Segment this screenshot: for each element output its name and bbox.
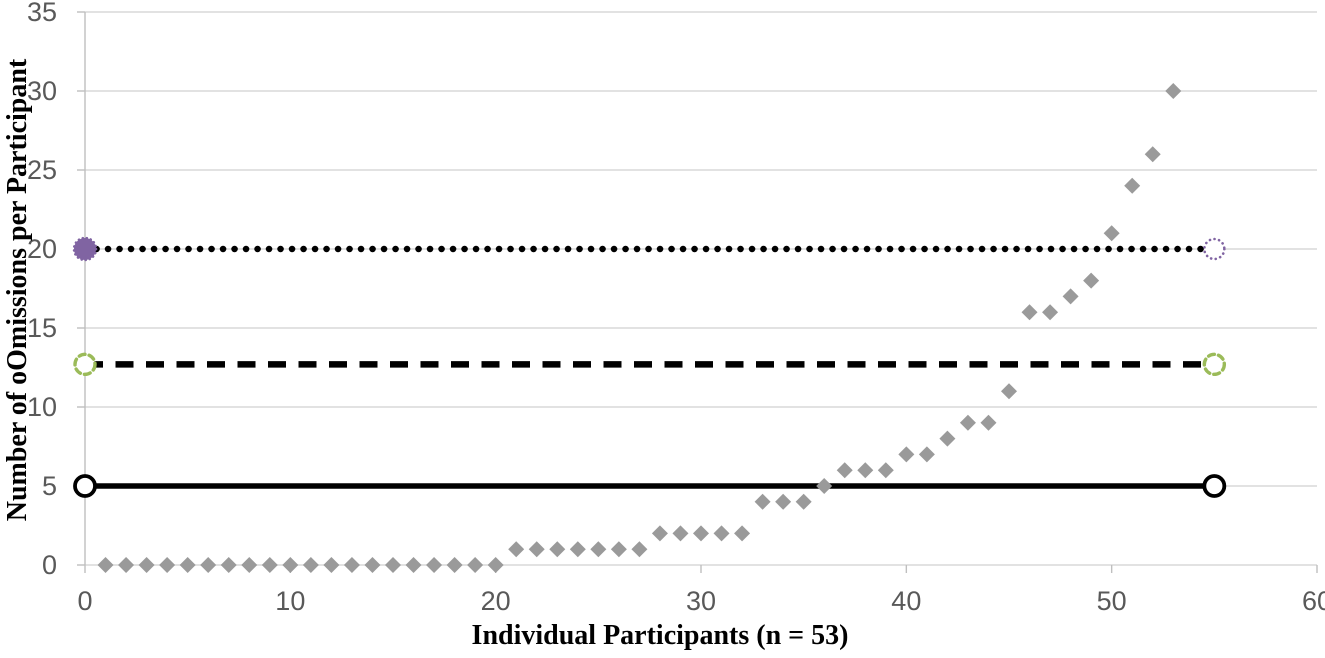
x-axis-title: Individual Participants (n = 53) xyxy=(472,620,849,651)
scatter-point xyxy=(97,557,114,573)
scatter-point xyxy=(179,557,196,573)
scatter-point xyxy=(508,541,525,558)
scatter-point xyxy=(405,557,422,573)
scatter-point xyxy=(1083,272,1100,289)
data-series-layer xyxy=(72,83,1227,573)
scatter-point xyxy=(385,557,401,573)
scatter-point xyxy=(569,541,586,558)
scatter-point xyxy=(939,430,956,447)
scatter-point xyxy=(1144,146,1161,163)
scatter-point xyxy=(693,525,709,542)
scatter-point xyxy=(959,414,976,431)
solid-reference-line-marker-left xyxy=(73,474,97,498)
scatter-point xyxy=(816,478,833,494)
x-tick-label-20: 20 xyxy=(481,586,511,616)
scatter-point xyxy=(282,557,299,573)
x-tick-label-30: 30 xyxy=(686,586,716,616)
scatter-point xyxy=(323,557,340,573)
axes-layer xyxy=(77,11,1318,573)
scatter-point xyxy=(1001,383,1017,400)
scatter-point xyxy=(1165,83,1182,99)
scatter-point xyxy=(734,525,751,542)
x-tick-label-50: 50 xyxy=(1097,586,1127,616)
scatter-point xyxy=(795,493,812,510)
scatter-point xyxy=(426,557,443,573)
scatter-point xyxy=(467,557,484,573)
gridlines-layer xyxy=(85,11,1317,566)
scatter-point xyxy=(261,557,278,573)
y-tick-label-20: 20 xyxy=(27,234,57,264)
scatter-point xyxy=(898,446,915,463)
scatter-point xyxy=(302,557,319,573)
scatter-point xyxy=(549,541,566,558)
x-tick-label-40: 40 xyxy=(891,586,921,616)
solid-reference-line-marker-right xyxy=(1202,474,1227,498)
scatter-point xyxy=(1021,304,1038,321)
scatter-point xyxy=(220,557,237,573)
scatter-point xyxy=(159,557,176,573)
y-tick-label-25: 25 xyxy=(27,155,57,185)
scatter-point xyxy=(754,493,771,510)
y-tick-label-35: 35 xyxy=(27,0,57,27)
scatter-point xyxy=(836,462,853,479)
tick-labels-layer: 0 5 10 15 20 25 30 35 0 10 20 30 40 50 60 xyxy=(27,0,1325,616)
scatter-point xyxy=(857,462,874,479)
scatter-point xyxy=(138,557,155,573)
scatter-point xyxy=(631,541,648,558)
scatter-point xyxy=(528,541,545,558)
scatter-point xyxy=(980,414,997,431)
scatter-point xyxy=(1124,177,1141,194)
scatter-point xyxy=(487,557,504,573)
dashed-reference-line-marker-right xyxy=(1202,352,1227,377)
y-axis-title: Number of oOmissions per Participant xyxy=(2,58,33,521)
scatter-point xyxy=(446,557,463,573)
x-tick-label-60: 60 xyxy=(1302,586,1325,616)
y-tick-label-0: 0 xyxy=(42,550,57,580)
dotted-reference-line-marker-right xyxy=(1203,237,1226,261)
scatter-point xyxy=(200,557,217,573)
scatter-point xyxy=(1103,225,1120,242)
scatter-point xyxy=(118,557,135,573)
scatter-point xyxy=(590,541,607,558)
y-tick-label-10: 10 xyxy=(27,392,57,422)
scatter-point xyxy=(343,557,360,573)
dashed-reference-line-marker-left xyxy=(73,352,97,377)
scatter-point xyxy=(877,462,894,479)
y-tick-label-30: 30 xyxy=(27,76,57,106)
scatter-point xyxy=(775,493,792,510)
scatter-point xyxy=(241,557,258,573)
scatter-point xyxy=(610,541,627,558)
scatter-point xyxy=(672,525,689,542)
dotted-reference-line-marker-left xyxy=(72,236,98,262)
scatter-point xyxy=(713,525,730,542)
y-tick-label-5: 5 xyxy=(42,471,57,501)
scatter-point xyxy=(1062,288,1079,305)
scatter-point xyxy=(651,525,668,542)
scatter-point xyxy=(918,446,935,463)
scatter-point xyxy=(364,557,381,573)
x-tick-label-0: 0 xyxy=(77,586,92,616)
x-tick-label-10: 10 xyxy=(275,586,305,616)
scatter-point xyxy=(1042,304,1059,321)
y-tick-label-15: 15 xyxy=(27,313,57,343)
